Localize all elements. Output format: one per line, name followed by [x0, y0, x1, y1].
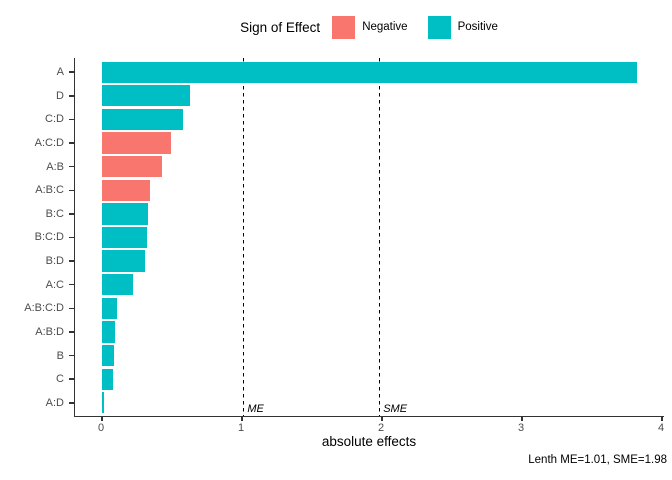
legend-swatch-negative [332, 15, 356, 39]
bar-a-d [102, 392, 104, 414]
y-axis-label-a-b-d: A:B:D [35, 325, 64, 338]
x-tick-label-0: 0 [97, 422, 105, 434]
y-axis-label-a-c-d: A:C:D [34, 137, 64, 150]
y-tick-a-b-d [69, 331, 74, 333]
me-reference-label: ME [247, 403, 264, 415]
lenth-caption: Lenth ME=1.01, SME=1.98 [528, 454, 667, 466]
legend-swatch-positive [427, 15, 451, 39]
x-tick-label-3: 3 [517, 422, 525, 434]
bar-a-b-c [102, 179, 150, 201]
y-axis-label-a-c: A:C [45, 278, 64, 291]
y-axis-label-c: C [56, 373, 64, 386]
y-axis-label-d: D [56, 89, 64, 102]
y-axis-label-a: A [56, 66, 64, 79]
me-reference-line [243, 58, 245, 416]
x-tick-0 [101, 417, 103, 421]
y-tick-a-b [69, 165, 74, 168]
bar-a-b [102, 155, 163, 178]
y-tick-a-b-c-d [69, 307, 74, 310]
sme-reference-label: SME [383, 403, 408, 415]
x-tick-label-4: 4 [657, 422, 665, 434]
y-tick-b [69, 354, 74, 357]
x-axis-title: absolute effects [321, 434, 417, 449]
y-tick-c-d [69, 118, 74, 121]
legend-label-positive: Positive [457, 21, 498, 33]
x-tick-2 [381, 417, 383, 421]
y-tick-a-b-c [69, 189, 74, 191]
y-axis-label-b: B [56, 349, 64, 362]
x-tick-3 [521, 417, 523, 421]
y-tick-a-c-d [69, 142, 74, 144]
legend-label-negative: Negative [362, 21, 408, 33]
y-tick-d [69, 95, 74, 97]
legend-title: Sign of Effect [240, 19, 321, 35]
y-tick-b-c-d [69, 236, 74, 239]
bar-d [102, 85, 191, 107]
legend: Sign of Effect Negative Positive [74, 14, 664, 40]
y-axis-label-a-b: A:B [46, 160, 64, 173]
y-axis-label-b-c: B:C [45, 207, 64, 220]
bar-b-d [102, 250, 146, 272]
bar-a [102, 61, 637, 83]
y-tick-c [69, 378, 74, 380]
x-tick-4 [661, 417, 663, 421]
y-axis-label-a-d: A:D [45, 396, 64, 409]
bar-b-c [102, 203, 149, 225]
y-tick-a-c [69, 283, 74, 286]
sme-reference-line [379, 58, 381, 416]
y-axis-label-a-b-c-d: A:B:C:D [24, 302, 64, 315]
bar-a-c [102, 274, 133, 296]
bar-b-c-d [102, 226, 147, 249]
bar-b [102, 344, 114, 367]
bar-c [102, 368, 114, 390]
y-axis-label-b-c-d: B:C:D [34, 231, 64, 244]
y-tick-a [69, 71, 74, 73]
bar-c-d [102, 108, 184, 131]
x-tick-1 [241, 417, 243, 421]
x-tick-label-1: 1 [237, 422, 245, 434]
bar-a-b-c-d [102, 297, 118, 319]
y-axis-label-a-b-c: A:B:C [35, 184, 64, 197]
x-tick-label-2: 2 [377, 422, 385, 434]
y-tick-b-c [69, 213, 74, 215]
plot-panel: ME SME [74, 58, 664, 417]
y-axis-label-b-d: B:D [45, 255, 64, 268]
y-tick-a-d [69, 402, 74, 404]
y-axis-label-c-d: C:D [45, 113, 64, 126]
bar-a-b-d [102, 321, 115, 343]
y-tick-b-d [69, 260, 74, 262]
bar-a-c-d [102, 132, 171, 154]
